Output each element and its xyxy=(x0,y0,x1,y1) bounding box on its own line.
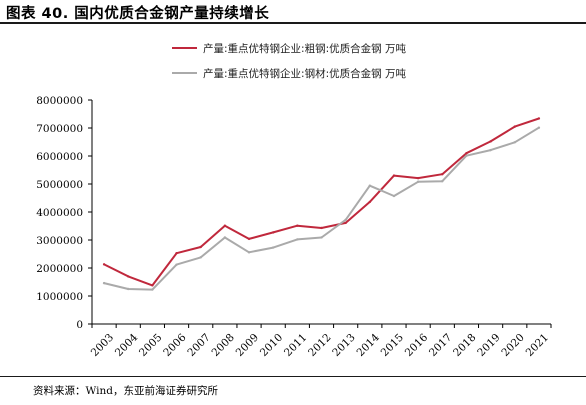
data-point-s1 xyxy=(199,245,202,249)
data-point-s1 xyxy=(465,152,468,155)
source-note: 资料来源：Wind，东亚前海证券研究所 xyxy=(33,385,218,397)
data-point-s2 xyxy=(223,236,227,239)
data-point-s1 xyxy=(271,231,275,234)
data-point-s2 xyxy=(344,218,347,222)
data-point-s2 xyxy=(537,126,541,129)
y-tick-label: 2000000 xyxy=(36,263,83,275)
data-point-s1 xyxy=(151,284,154,287)
data-point-s2 xyxy=(513,141,516,144)
y-tick-label: 6000000 xyxy=(36,151,83,163)
series-line-1 xyxy=(103,117,540,287)
y-tick-label: 1000000 xyxy=(36,291,83,303)
x-tick-label: 2011 xyxy=(282,332,309,359)
x-tick-label: 2007 xyxy=(185,332,212,359)
data-point-s2 xyxy=(320,236,323,239)
data-point-s2 xyxy=(199,256,202,259)
x-tick-label: 2004 xyxy=(113,331,141,359)
data-point-s1 xyxy=(320,226,323,230)
data-point-s2 xyxy=(296,238,299,241)
data-point-s1 xyxy=(489,140,492,143)
data-point-s1 xyxy=(441,173,444,176)
data-point-s1 xyxy=(392,174,396,177)
data-point-s1 xyxy=(344,221,347,225)
x-tick-label: 2003 xyxy=(89,332,116,359)
data-point-s1 xyxy=(296,224,299,227)
series-layer xyxy=(102,117,541,291)
y-tick-label: 8000000 xyxy=(36,95,83,107)
data-point-s1 xyxy=(247,237,251,241)
data-point-s2 xyxy=(271,246,275,249)
x-tick-label: 2014 xyxy=(354,331,382,359)
data-point-s1 xyxy=(416,176,420,180)
x-tick-label: 2021 xyxy=(524,332,551,359)
figure-title: 图表 40. 国内优质合金钢产量持续增长 xyxy=(6,6,270,22)
x-tick-label: 2010 xyxy=(258,332,285,359)
bottom-rule xyxy=(0,376,586,377)
data-point-s2 xyxy=(175,263,178,266)
y-tick-label: 4000000 xyxy=(36,207,83,219)
data-point-s2 xyxy=(247,251,251,254)
x-tick-label: 2009 xyxy=(234,332,261,359)
top-rule xyxy=(0,22,586,24)
data-point-s2 xyxy=(368,184,372,187)
data-point-s1 xyxy=(537,117,541,120)
data-point-s1 xyxy=(175,251,178,255)
data-point-s2 xyxy=(151,288,154,291)
y-tick-label: 7000000 xyxy=(36,123,83,135)
y-tick-label: 5000000 xyxy=(36,179,83,191)
y-tick-label: 3000000 xyxy=(36,235,83,247)
x-tick-label: 2005 xyxy=(137,332,164,359)
data-point-s2 xyxy=(465,154,468,157)
legend-label-1: 产量:重点优特钢企业:粗钢:优质合金钢 万吨 xyxy=(203,42,406,55)
x-tick-label: 2006 xyxy=(161,331,189,359)
x-tick-label: 2019 xyxy=(475,332,502,359)
x-tick-label: 2008 xyxy=(210,332,237,359)
data-point-s1 xyxy=(102,263,106,266)
legend: 产量:重点优特钢企业:粗钢:优质合金钢 万吨产量:重点优特钢企业:钢材:优质合金… xyxy=(172,42,406,80)
data-point-s2 xyxy=(127,287,130,291)
x-tick-label: 2016 xyxy=(403,331,431,359)
data-point-s1 xyxy=(127,275,130,278)
data-point-s1 xyxy=(368,200,372,204)
x-tick-label: 2012 xyxy=(306,332,333,359)
y-tick-label: 0 xyxy=(76,319,83,331)
legend-label-2: 产量:重点优特钢企业:钢材:优质合金钢 万吨 xyxy=(203,67,406,80)
series-line-2 xyxy=(103,126,540,291)
data-point-s2 xyxy=(416,180,420,183)
data-point-s2 xyxy=(102,281,106,285)
data-point-s2 xyxy=(392,194,396,198)
x-tick-label: 2013 xyxy=(330,332,357,359)
data-point-s1 xyxy=(513,125,516,128)
data-point-s1 xyxy=(223,224,227,227)
x-tick-label: 2015 xyxy=(379,332,406,359)
data-point-s2 xyxy=(489,148,492,152)
data-point-s2 xyxy=(441,180,444,183)
x-tick-label: 2018 xyxy=(451,332,478,359)
x-tick-label: 2020 xyxy=(499,332,526,359)
x-tick-label: 2017 xyxy=(427,332,454,359)
